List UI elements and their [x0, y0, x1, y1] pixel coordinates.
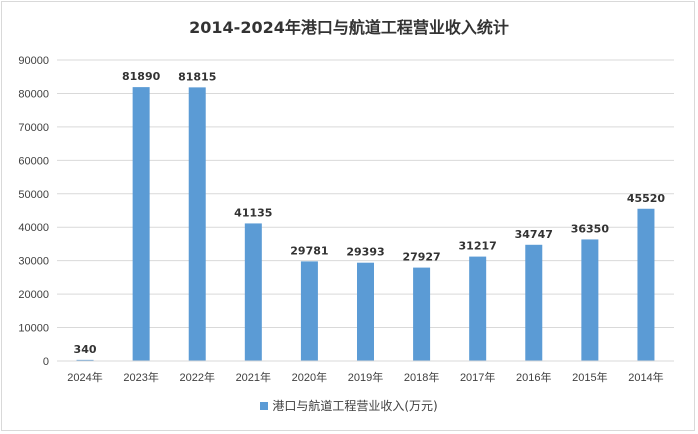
x-tick-label: 2024年: [67, 370, 102, 384]
x-axis-ticks: 2024年 2023年 2022年 2021年 2020年 2019年 2018年 2017年…: [67, 370, 663, 384]
x-tick-label: 2018年: [404, 370, 439, 384]
bar: [637, 208, 655, 361]
y-tick-label: 70000: [18, 122, 49, 134]
data-label: 45520: [627, 192, 666, 205]
data-label: 29781: [290, 244, 328, 257]
y-tick-label: 60000: [18, 155, 49, 167]
y-tick-label: 30000: [18, 256, 49, 268]
bar: [525, 244, 543, 361]
data-label: 36350: [571, 222, 610, 235]
x-tick-label: 2017年: [460, 370, 495, 384]
data-label: 29393: [346, 246, 384, 259]
data-label: 81815: [178, 70, 216, 83]
bar: [244, 223, 262, 361]
legend-label: 港口与航道工程营业收入(万元): [272, 399, 438, 413]
y-tick-label: 10000: [18, 323, 49, 335]
legend-swatch: [260, 402, 269, 410]
x-tick-label: 2014年: [628, 370, 663, 384]
data-label: 31217: [459, 240, 497, 253]
x-tick-label: 2022年: [179, 370, 214, 384]
data-labels: 340 81890 81815 41135 29781 29393 27927 31217 34…: [74, 70, 666, 356]
chart-title: 2014-2024年港口与航道工程营业收入统计: [189, 18, 509, 37]
y-tick-label: 0: [43, 356, 49, 368]
x-tick-label: 2016年: [516, 370, 551, 384]
bar: [132, 87, 150, 361]
bar: [469, 256, 487, 361]
bar: [300, 261, 318, 361]
bar: [357, 262, 374, 361]
bar: [413, 267, 431, 361]
x-tick-label: 2023年: [123, 370, 158, 384]
y-axis-ticks: 0 10000 20000 30000 40000 50000 60000 70000 8000…: [18, 55, 49, 368]
data-label: 27927: [402, 251, 440, 264]
y-tick-label: 50000: [18, 189, 49, 201]
y-tick-label: 40000: [18, 222, 49, 234]
bar: [581, 239, 599, 361]
x-tick-label: 2021年: [236, 370, 271, 384]
gridlines: [57, 59, 674, 329]
x-tick-label: 2020年: [292, 370, 327, 384]
legend: 港口与航道工程营业收入(万元): [0, 397, 698, 414]
bar: [188, 87, 206, 362]
y-tick-label: 80000: [18, 88, 49, 100]
bar: [76, 359, 94, 361]
data-label: 340: [74, 343, 97, 356]
y-tick-label: 20000: [18, 289, 49, 301]
data-label: 34747: [515, 228, 553, 241]
x-tick-label: 2019年: [348, 370, 383, 384]
data-label: 81890: [122, 70, 161, 83]
x-tick-label: 2015年: [572, 370, 607, 384]
data-label: 41135: [234, 206, 272, 219]
bars: [76, 87, 655, 362]
y-tick-label: 90000: [18, 55, 49, 67]
